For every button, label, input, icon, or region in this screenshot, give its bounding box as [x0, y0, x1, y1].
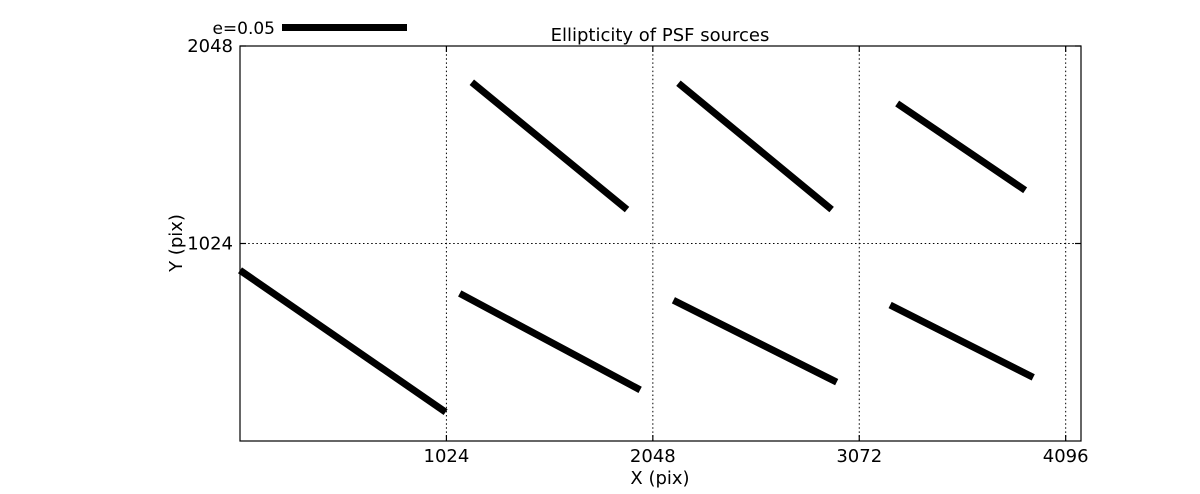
- ellipticity-whisker: [469, 79, 630, 213]
- whisker-segments: [238, 79, 1035, 415]
- legend-label: e=0.05: [212, 19, 275, 39]
- ellipticity-whisker: [238, 267, 448, 415]
- ellipticity-whisker: [895, 100, 1028, 194]
- tick-marks: [240, 45, 1081, 441]
- x-axis-label: X (pix): [630, 468, 689, 489]
- y-tick-label: 1024: [187, 234, 233, 255]
- ellipticity-whisker: [458, 290, 642, 393]
- x-tick-label: 1024: [424, 446, 470, 467]
- ellipticity-whisker: [671, 297, 839, 386]
- x-tick-label: 4096: [1043, 446, 1089, 467]
- y-tick-label: 2048: [187, 36, 233, 57]
- x-tick-label: 3072: [836, 446, 882, 467]
- y-axis-label: Y (pix): [166, 214, 187, 273]
- tick-labels: 1024 2048 3072 4096 1024 2048: [187, 36, 1088, 467]
- ellipticity-whisker: [888, 301, 1035, 381]
- ellipticity-whisker: [676, 80, 834, 213]
- x-tick-label: 2048: [630, 446, 676, 467]
- plot-title: Ellipticity of PSF sources: [551, 25, 770, 46]
- gridlines: [240, 46, 1081, 441]
